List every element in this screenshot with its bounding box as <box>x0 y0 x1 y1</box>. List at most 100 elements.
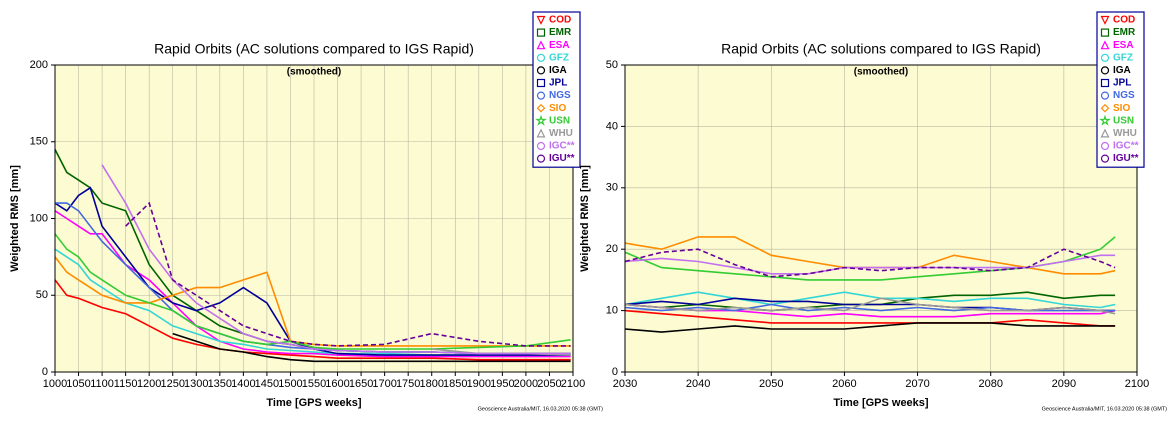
x-tick-label: 1600 <box>325 378 349 390</box>
x-tick-label: 2040 <box>686 378 710 390</box>
chart-subtitle: (smoothed) <box>287 67 341 78</box>
y-tick-label: 150 <box>30 136 48 148</box>
legend-box <box>532 11 581 168</box>
legend-label: GFZ <box>1113 52 1133 63</box>
x-tick-label: 2060 <box>832 378 856 390</box>
legend-label: ESA <box>549 40 570 51</box>
legend-marker <box>536 15 546 25</box>
legend-label: GFZ <box>549 52 569 63</box>
x-tick-label: 1300 <box>184 378 208 390</box>
legend-label: WHU <box>1113 128 1137 139</box>
legend-marker <box>535 114 547 126</box>
y-tick-label: 50 <box>36 289 48 301</box>
series-line <box>624 297 1116 315</box>
x-tick-label: 1700 <box>372 378 396 390</box>
series-line <box>54 256 571 347</box>
plot-area <box>625 65 1137 372</box>
x-tick-label: 1450 <box>255 378 279 390</box>
legend-label: NGS <box>549 90 571 101</box>
x-tick-label: 1250 <box>160 378 184 390</box>
footer: Geoscience Australia/MIT, 16.03.2020 05:… <box>1042 406 1168 412</box>
x-tick-label: 1150 <box>114 378 138 390</box>
series-line <box>54 233 571 350</box>
x-tick-label: 2090 <box>1052 378 1076 390</box>
legend-marker <box>536 53 546 62</box>
legend-label: IGA <box>549 65 567 76</box>
x-tick-label: 1800 <box>419 378 443 390</box>
legend-marker <box>1100 128 1110 138</box>
legend-marker <box>1099 114 1111 126</box>
legend-marker <box>536 78 546 88</box>
y-tick-label: 30 <box>606 182 618 194</box>
y-axis-label: Weighted RMS [mm] <box>9 165 21 272</box>
legend-marker <box>1100 53 1110 62</box>
x-tick-label: 1350 <box>208 378 232 390</box>
y-tick-label: 0 <box>612 366 618 378</box>
x-tick-label: 1950 <box>490 378 514 390</box>
y-tick-label: 200 <box>30 59 48 71</box>
x-axis-label: Time [GPS weeks] <box>266 397 362 409</box>
series-line <box>624 303 1116 318</box>
legend-marker <box>1100 28 1110 37</box>
x-axis-label: Time [GPS weeks] <box>833 397 929 409</box>
legend-label: SIO <box>549 103 566 114</box>
legend-box <box>1096 11 1145 168</box>
x-tick-label: 2030 <box>613 378 637 390</box>
legend-marker <box>536 66 546 75</box>
legend-label: IGC** <box>549 141 575 152</box>
legend-marker <box>536 141 546 151</box>
legend-marker <box>1100 40 1110 50</box>
x-tick-label: 1750 <box>396 378 420 390</box>
x-tick-label: 2050 <box>537 378 561 390</box>
x-tick-label: 2000 <box>514 378 538 390</box>
chart-subtitle: (smoothed) <box>854 67 908 78</box>
legend-label: COD <box>1113 15 1135 26</box>
x-tick-label: 1000 <box>43 378 67 390</box>
legend-label: SIO <box>1113 103 1130 114</box>
legend-marker <box>1100 103 1110 113</box>
legend-marker <box>1100 66 1110 75</box>
series-line <box>125 201 571 347</box>
series-line <box>624 303 1116 312</box>
series-line <box>624 322 1116 333</box>
legend-label: IGA <box>1113 65 1131 76</box>
legend-marker <box>1100 154 1110 163</box>
legend-label: WHU <box>549 128 573 139</box>
x-tick-label: 1100 <box>90 378 114 390</box>
legend-label: EMR <box>549 27 572 38</box>
x-tick-label: 1650 <box>349 378 373 390</box>
legend-label: ESA <box>1113 40 1134 51</box>
x-tick-label: 1050 <box>66 378 90 390</box>
series-line <box>624 309 1116 327</box>
legend-label: IGU** <box>549 153 575 164</box>
y-tick-label: 40 <box>606 120 618 132</box>
x-tick-label: 1850 <box>443 378 467 390</box>
legend-label: NGS <box>1113 90 1135 101</box>
series-line <box>54 210 571 358</box>
y-tick-label: 50 <box>606 59 618 71</box>
legend-label: COD <box>549 15 571 26</box>
y-tick-label: 0 <box>42 366 48 378</box>
legend-label: USN <box>549 115 570 126</box>
y-tick-label: 10 <box>606 305 618 317</box>
y-axis-label: Weighted RMS [mm] <box>579 165 591 272</box>
x-tick-label: 1500 <box>278 378 302 390</box>
legend-marker <box>536 103 546 113</box>
legend-marker <box>536 40 546 50</box>
x-tick-label: 2050 <box>759 378 783 390</box>
x-tick-label: 2100 <box>561 378 585 390</box>
plot-frame <box>54 64 574 373</box>
legend-marker <box>536 154 546 163</box>
x-tick-label: 2070 <box>905 378 929 390</box>
legend-label: IGU** <box>1113 153 1139 164</box>
legend-marker <box>1100 91 1110 100</box>
legend-marker <box>536 28 546 37</box>
legend-label: IGC** <box>1113 141 1139 152</box>
legend-label: USN <box>1113 115 1134 126</box>
x-tick-label: 2100 <box>1125 378 1149 390</box>
legend-label: JPL <box>1113 78 1131 89</box>
legend-marker <box>1100 15 1110 25</box>
legend-marker <box>536 91 546 100</box>
